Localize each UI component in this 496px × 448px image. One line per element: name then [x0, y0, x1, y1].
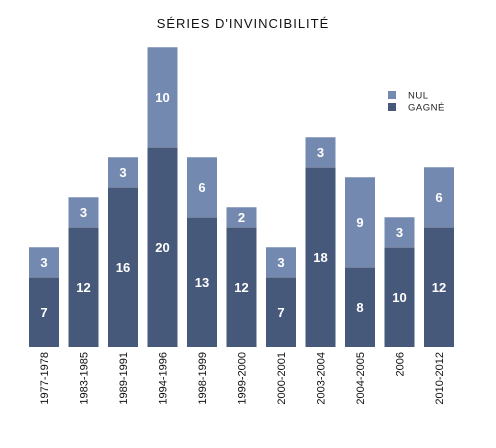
value-label-gagne-1999-2000: 12	[234, 280, 248, 295]
bars-layer	[29, 47, 454, 347]
value-label-nul-2000-2001: 3	[277, 255, 284, 270]
value-label-gagne-1998-1999: 13	[195, 275, 209, 290]
bar-gagne-2006	[384, 247, 415, 347]
bar-nul-2004-2005	[345, 177, 375, 267]
value-label-gagne-2006: 10	[392, 290, 406, 305]
value-label-gagne-2003-2004: 18	[313, 250, 327, 265]
x-tick-label-2010-2012: 2010-2012	[434, 352, 446, 405]
chart-title: SÉRIES D'INVINCIBILITÉ	[157, 16, 330, 31]
bar-nul-1999-2000	[226, 207, 257, 227]
value-label-gagne-2004-2005: 8	[356, 300, 363, 315]
bar-gagne-2000-2001	[266, 277, 296, 347]
x-tick-label-2003-2004: 2003-2004	[316, 352, 328, 405]
x-tick-labels-layer: 1977-1978 1983-1985 1989-1991 1994-1996 1998…	[39, 352, 446, 405]
bar-nul-1994-1996	[147, 47, 178, 147]
x-tick-label-1989-1991: 1989-1991	[118, 352, 130, 405]
value-labels-layer: 7 3 12 3 16 3 20 10 13 6 12 2 7 3 18 3 8 9 10 3 12 6	[40, 90, 446, 320]
bar-gagne-1977-1978	[29, 277, 59, 347]
x-tick-label-2004-2005: 2004-2005	[355, 352, 367, 405]
x-tick-label-1999-2000: 1999-2000	[237, 352, 249, 405]
bar-gagne-1983-1985	[68, 227, 99, 347]
bar-gagne-2004-2005	[345, 267, 375, 347]
value-label-nul-2010-2012: 6	[435, 190, 442, 205]
value-label-nul-1989-1991: 3	[119, 165, 126, 180]
value-label-gagne-2000-2001: 7	[277, 305, 284, 320]
bar-gagne-1994-1996	[147, 147, 178, 347]
bar-nul-2010-2012	[424, 167, 454, 227]
value-label-nul-2004-2005: 9	[356, 215, 363, 230]
x-tick-label-1998-1999: 1998-1999	[197, 352, 209, 405]
bar-nul-2000-2001	[266, 247, 296, 277]
value-label-gagne-1994-1996: 20	[155, 240, 169, 255]
bar-nul-1983-1985	[68, 197, 99, 227]
value-label-nul-1983-1985: 3	[80, 205, 87, 220]
value-label-gagne-1989-1991: 16	[116, 260, 130, 275]
legend-label-gagne: GAGNÉ	[408, 103, 445, 114]
bar-nul-2003-2004	[305, 137, 336, 167]
legend-label-nul: NUL	[408, 91, 429, 102]
value-label-gagne-1977-1978: 7	[40, 305, 47, 320]
bar-nul-1989-1991	[108, 157, 138, 187]
bar-gagne-1998-1999	[187, 217, 217, 347]
legend-swatch-gagne	[388, 103, 396, 111]
x-tick-label-1977-1978: 1977-1978	[39, 352, 51, 405]
x-tick-label-2006: 2006	[395, 352, 407, 376]
value-label-nul-2006: 3	[396, 225, 403, 240]
x-tick-label-1983-1985: 1983-1985	[79, 352, 91, 405]
bar-nul-1998-1999	[187, 157, 217, 217]
bar-nul-1977-1978	[29, 247, 59, 277]
legend-swatch-nul	[388, 91, 396, 99]
bar-gagne-1989-1991	[108, 187, 138, 347]
value-label-gagne-1983-1985: 12	[76, 280, 90, 295]
x-tick-label-1994-1996: 1994-1996	[158, 352, 170, 405]
value-label-nul-1977-1978: 3	[40, 255, 47, 270]
value-label-nul-1998-1999: 6	[198, 180, 205, 195]
value-label-gagne-2010-2012: 12	[432, 280, 446, 295]
bar-gagne-2010-2012	[424, 227, 454, 347]
value-label-nul-1999-2000: 2	[238, 210, 245, 225]
x-tick-label-2000-2001: 2000-2001	[276, 352, 288, 405]
bar-nul-2006	[384, 217, 415, 247]
bar-gagne-2003-2004	[305, 167, 336, 347]
value-label-nul-2003-2004: 3	[317, 145, 324, 160]
bar-gagne-1999-2000	[226, 227, 257, 347]
value-label-nul-1994-1996: 10	[155, 90, 169, 105]
